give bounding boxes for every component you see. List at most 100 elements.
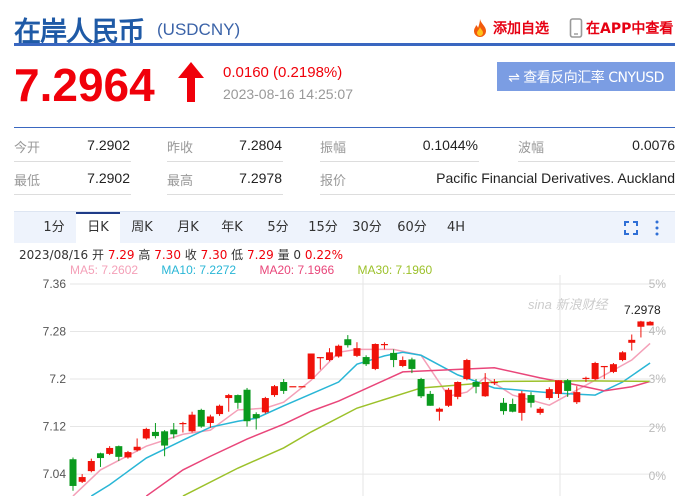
- candle: [69, 457, 77, 491]
- candle: [417, 377, 425, 399]
- stat-label-amplitude: 振幅: [320, 141, 347, 156]
- candle-body: [362, 357, 370, 365]
- candle-body: [271, 386, 279, 396]
- reverse-rate-button[interactable]: ⇌ 查看反向汇率 CNYUSD: [497, 62, 675, 91]
- tab-60min[interactable]: 60分: [397, 220, 427, 235]
- info-high-label: 高: [138, 248, 151, 262]
- row-divider: [14, 161, 131, 162]
- tab-1min[interactable]: 1分: [43, 220, 65, 235]
- candle-body: [87, 461, 95, 472]
- candle: [216, 404, 224, 416]
- info-open: 7.29: [107, 248, 135, 262]
- candle: [280, 379, 288, 394]
- ma20-line: [145, 367, 651, 496]
- candle-body: [554, 380, 562, 394]
- candle-info: 2023/08/16 开 7.29 高 7.30 收 7.30 低 7.29 量…: [19, 248, 343, 262]
- tab-weekly[interactable]: 周K: [131, 220, 153, 235]
- stat-label-quoter: 报价: [320, 174, 347, 189]
- stat-label-range: 波幅: [518, 141, 545, 156]
- candle-body: [316, 357, 324, 359]
- candle: [518, 390, 526, 421]
- candle-body: [417, 379, 425, 397]
- add-watchlist-button[interactable]: 添加自选: [470, 18, 549, 38]
- view-in-app-button[interactable]: 在APP中查看: [569, 18, 673, 38]
- tab-5min[interactable]: 5分: [267, 220, 289, 235]
- candle: [472, 379, 480, 394]
- ma20-legend: MA20: 7.1966: [259, 263, 335, 277]
- candle: [445, 387, 453, 407]
- candle-body: [545, 389, 553, 399]
- candle: [316, 357, 324, 370]
- candle-body: [435, 408, 443, 412]
- pct-tick-label: 5%: [649, 277, 667, 291]
- candle: [106, 446, 114, 456]
- row-divider: [167, 161, 283, 162]
- sina-watermark: sina 新浪财经: [528, 297, 609, 312]
- candle: [408, 357, 416, 374]
- candle: [78, 474, 86, 483]
- candle-body: [472, 382, 480, 387]
- candle-body: [628, 339, 636, 343]
- y-tick-label: 7.28: [43, 325, 67, 339]
- header-divider: [14, 43, 675, 46]
- candle: [197, 408, 205, 428]
- candle-body: [500, 402, 508, 412]
- candle-body: [78, 477, 86, 482]
- candle-body: [564, 380, 572, 391]
- candle-body: [261, 398, 269, 413]
- candle-body: [133, 446, 141, 451]
- candle: [252, 412, 260, 430]
- candle: [96, 452, 104, 467]
- candle: [298, 386, 306, 388]
- candle-body: [445, 389, 453, 406]
- row-divider: [518, 161, 675, 162]
- candle-body: [188, 414, 196, 432]
- tab-monthly[interactable]: 月K: [177, 220, 199, 235]
- info-close-label: 收: [184, 248, 197, 262]
- tab-30min[interactable]: 30分: [352, 220, 382, 235]
- candle: [500, 398, 508, 415]
- candle: [536, 406, 544, 415]
- stat-label-open: 今开: [14, 141, 41, 156]
- info-date: 2023/08/16: [19, 248, 89, 262]
- candle-body: [408, 359, 416, 369]
- tab-yearly[interactable]: 年K: [221, 220, 243, 235]
- candle-body: [170, 429, 178, 435]
- tab-daily[interactable]: 日K: [76, 212, 120, 244]
- candle-body: [206, 416, 214, 423]
- candle: [637, 320, 645, 338]
- info-low: 7.29: [247, 248, 274, 262]
- candle: [435, 407, 443, 421]
- stats-divider: [14, 127, 675, 128]
- info-pct: 0.22%: [304, 248, 343, 262]
- stat-label-low: 最低: [14, 174, 41, 189]
- candle: [151, 422, 159, 439]
- candlestick-chart[interactable]: sina 新浪财经 7.2978 7.36 7.28 7.2 7.12 7.04 5% 4%…: [0, 275, 683, 496]
- ma10-legend: MA10: 7.2272: [161, 263, 237, 277]
- fullscreen-icon[interactable]: [624, 221, 638, 235]
- more-icon[interactable]: [654, 220, 660, 236]
- candle-body: [573, 392, 581, 403]
- y-tick-label: 7.12: [43, 420, 67, 434]
- candle: [380, 342, 388, 350]
- row-divider: [320, 194, 675, 195]
- row-divider: [14, 194, 131, 195]
- candle-body: [96, 453, 104, 459]
- candle-body: [371, 343, 379, 369]
- candle-body: [179, 422, 187, 425]
- tab-4h[interactable]: 4H: [446, 220, 466, 235]
- candle-body: [234, 395, 242, 403]
- candle: [371, 343, 379, 371]
- candle-body: [197, 409, 205, 427]
- symbol-code: (USDCNY): [157, 20, 241, 39]
- candle-body: [637, 321, 645, 327]
- candle: [289, 386, 297, 388]
- tab-15min[interactable]: 15分: [308, 220, 338, 235]
- candle-body: [344, 339, 352, 346]
- candle: [344, 335, 352, 348]
- candle-body: [380, 343, 388, 346]
- candle-body: [619, 352, 627, 361]
- stat-label-high: 最高: [167, 174, 194, 189]
- candle-body: [463, 360, 471, 380]
- candle-body: [426, 393, 434, 406]
